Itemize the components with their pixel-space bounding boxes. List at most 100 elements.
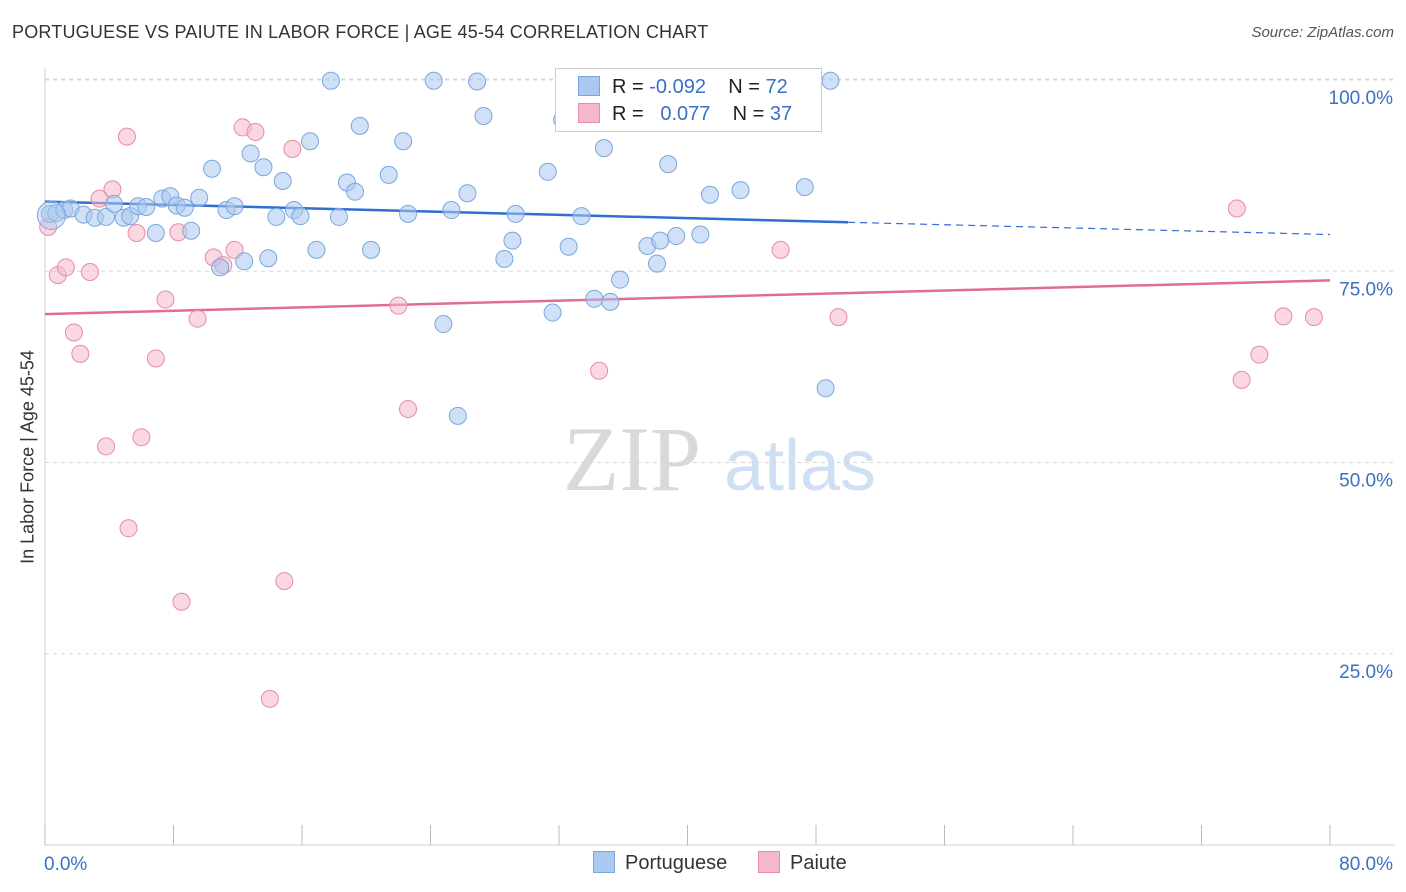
paiute-point (1250, 345, 1269, 364)
portuguese-point (211, 258, 230, 277)
paiute-point (188, 309, 207, 328)
portuguese-point (225, 197, 244, 216)
portuguese-point (559, 237, 578, 256)
bottom-legend-paiute: Paiute (758, 851, 847, 875)
correlation-legend: R = -0.092 N = 72 R = 0.077 N = 37 (555, 68, 822, 132)
paiute-label: Paiute (790, 852, 847, 874)
paiute-point (275, 572, 294, 591)
legend-n-value: 72 (765, 76, 788, 98)
portuguese-point (442, 201, 461, 220)
portuguese-point (267, 207, 286, 226)
portuguese-point (146, 224, 165, 242)
paiute-point (225, 240, 244, 259)
portuguese-point (585, 289, 604, 308)
legend-n-label: N = (728, 76, 760, 98)
portuguese-point (816, 379, 835, 398)
paiute-point (156, 290, 175, 309)
portuguese-point (700, 185, 719, 204)
legend-r-label: R = (612, 76, 644, 98)
portuguese-point (691, 225, 710, 244)
paiute-swatch (758, 851, 780, 873)
portuguese-point (97, 207, 116, 226)
portuguese-point (503, 231, 522, 250)
paiute-point (97, 437, 116, 456)
y-tick-label: 75.0% (1339, 279, 1393, 300)
portuguese-point (350, 116, 369, 135)
gridlines (45, 78, 1395, 655)
portuguese-point (795, 178, 814, 197)
portuguese-point (572, 207, 591, 226)
portuguese-point (362, 240, 381, 259)
portuguese-point (448, 406, 467, 425)
paiute-trend-line (44, 279, 1331, 316)
portuguese-point (821, 71, 840, 90)
portuguese-label: Portuguese (625, 852, 728, 874)
paiute-point (1227, 199, 1246, 218)
portuguese-point (346, 182, 365, 201)
portuguese-point (190, 188, 209, 207)
portuguese-point (601, 292, 620, 311)
data-points (36, 71, 1323, 708)
paiute-point (64, 323, 83, 342)
watermark: ZIP atlas (563, 408, 876, 510)
portuguese-point (329, 207, 348, 226)
paiute-point (80, 263, 99, 282)
portuguese-point (137, 197, 156, 216)
portuguese-trend-extension (848, 221, 1331, 236)
paiute-point (829, 308, 848, 327)
tick-labels: 25.0% 50.0% 75.0% 100.0% 0.0% 80.0% (44, 88, 1393, 875)
axes (44, 68, 1395, 846)
portuguese-point (175, 198, 194, 217)
paiute-point (132, 428, 151, 447)
watermark-zip: ZIP (563, 408, 701, 510)
paiute-point (119, 519, 138, 538)
paiute-point (389, 296, 408, 315)
portuguese-point (394, 132, 413, 151)
legend-row-portuguese: R = -0.092 N = 72 (578, 76, 788, 99)
paiute-point (1274, 307, 1293, 326)
paiute-point (283, 139, 302, 158)
paiute-point (56, 258, 75, 277)
legend-r-value: -0.092 (649, 76, 706, 98)
legend-n-label: N = (732, 103, 765, 125)
paiute-point (127, 224, 146, 242)
y-tick-label: 100.0% (1329, 88, 1394, 109)
portuguese-point (254, 158, 273, 177)
portuguese-point (379, 165, 398, 184)
portuguese-point (235, 252, 254, 271)
portuguese-point (399, 204, 418, 223)
x-tick-label: 0.0% (44, 854, 87, 875)
portuguese-swatch (578, 76, 600, 96)
portuguese-point (182, 221, 201, 240)
portuguese-point (667, 227, 686, 246)
paiute-point (1304, 308, 1323, 327)
portuguese-point (659, 155, 678, 174)
chart-title: PORTUGUESE VS PAIUTE IN LABOR FORCE | AG… (12, 22, 709, 42)
paiute-swatch (578, 103, 600, 123)
portuguese-point (307, 240, 326, 259)
y-tick-label: 50.0% (1339, 471, 1393, 492)
portuguese-point (105, 194, 124, 213)
portuguese-point (647, 254, 666, 273)
y-tick-label: 25.0% (1339, 662, 1393, 683)
portuguese-point (731, 181, 750, 200)
portuguese-point (543, 303, 562, 322)
paiute-point (771, 240, 790, 259)
portuguese-point (273, 171, 292, 190)
paiute-point (590, 361, 609, 380)
legend-n-value: 37 (769, 103, 793, 125)
paiute-point (246, 123, 265, 142)
bottom-legend-portuguese: Portuguese (593, 851, 727, 875)
paiute-point (399, 399, 418, 418)
y-axis-label: In Labor Force | Age 45-54 (17, 350, 38, 564)
portuguese-point (241, 144, 260, 163)
paiute-point (1232, 370, 1251, 389)
portuguese-point (495, 250, 514, 269)
portuguese-point (506, 204, 525, 223)
portuguese-swatch (593, 851, 615, 873)
portuguese-point (538, 162, 557, 181)
portuguese-point (474, 106, 493, 125)
portuguese-point (259, 249, 278, 268)
portuguese-point (458, 184, 477, 203)
